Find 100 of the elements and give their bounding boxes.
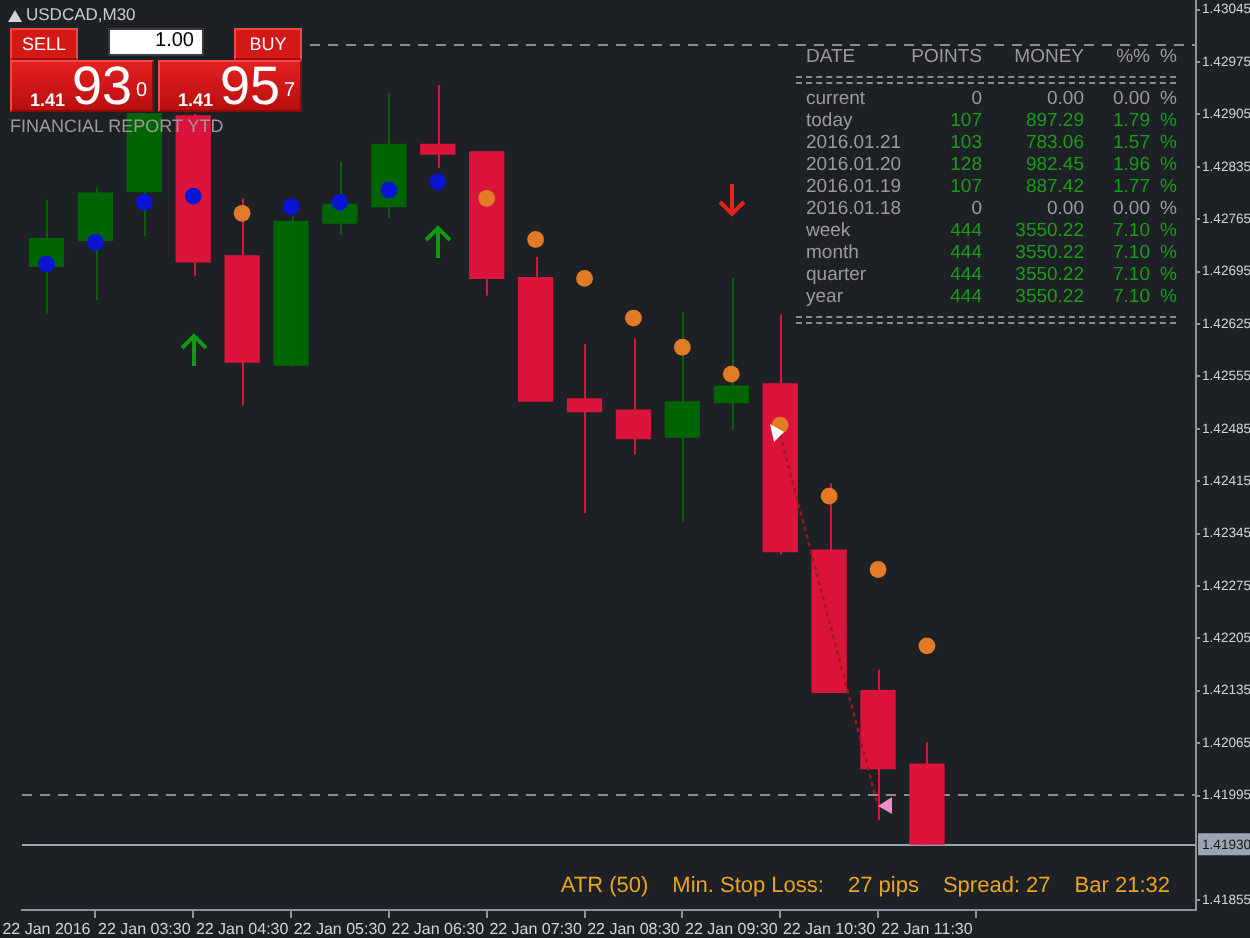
- data-label: 1.77: [1113, 176, 1150, 198]
- chart-title: USDCAD,M30: [26, 4, 136, 24]
- data-label: 887.42: [1025, 176, 1084, 198]
- data-label: %: [1160, 132, 1177, 154]
- price-box: 1.41 95$^{7}$: [158, 60, 302, 112]
- category-label: 2016.01.18: [806, 198, 902, 220]
- category-label: current: [806, 88, 866, 110]
- x-tick-label: 22 Jan 04:30: [195, 920, 290, 938]
- point: [331, 193, 349, 211]
- data-label: 107: [950, 176, 982, 198]
- annotation: 1.41: [30, 90, 66, 110]
- data-label: 1.79: [1113, 110, 1150, 132]
- data-label: 7.10: [1113, 242, 1150, 264]
- candlestick: [322, 160, 358, 236]
- data-label: 444: [950, 242, 982, 264]
- category-label: week: [806, 220, 851, 242]
- category-label: today: [806, 110, 853, 132]
- data-label: %: [1160, 110, 1177, 132]
- annotation: Spread: 27: [942, 872, 1051, 900]
- annotation: Min. Stop Loss:: [672, 872, 824, 900]
- data-label: %: [1160, 88, 1177, 110]
- category-label: month: [806, 242, 859, 264]
- point: [527, 231, 545, 248]
- data-label: 3550.22: [1015, 242, 1084, 264]
- data-label: 3550.22: [1015, 264, 1084, 286]
- category-label: 2016.01.19: [806, 176, 902, 198]
- x-tick-label: 22 Jan 03:30: [98, 920, 192, 938]
- point: [576, 269, 593, 287]
- data-label: %: [1160, 154, 1177, 176]
- candlestick: [566, 343, 603, 515]
- category-label: 2016.01.20: [806, 154, 902, 176]
- data-label: 103: [950, 132, 982, 154]
- text: POINTS: [911, 46, 982, 68]
- data-label: 128: [950, 154, 982, 176]
- data-label: 0: [971, 198, 982, 220]
- point: [380, 181, 398, 199]
- annotation: 93$^{0}$: [72, 56, 148, 116]
- data-label: 897.29: [1025, 110, 1084, 132]
- annotation: 27 pips: [847, 872, 919, 900]
- text: MONEY: [1014, 46, 1084, 68]
- sell-button: SELL: [10, 28, 78, 60]
- data-label: 7.10: [1113, 286, 1150, 308]
- point: [478, 189, 496, 207]
- point: [918, 637, 936, 655]
- annotation: 95$^{7}$: [220, 56, 296, 116]
- data-label: 0.00: [1113, 198, 1150, 220]
- candlestick: [420, 84, 456, 169]
- data-label: 783.06: [1025, 132, 1084, 154]
- data-label: 982.45: [1025, 154, 1084, 176]
- data-label: %: [1160, 176, 1177, 198]
- x-tick-label: 22 Jan 2016: [2, 920, 92, 938]
- data-label: %: [1160, 198, 1177, 220]
- data-label: 1.96: [1113, 154, 1150, 176]
- price-box: 1.41 93$^{0}$: [10, 60, 154, 112]
- category-label: year: [806, 286, 843, 308]
- category-label: quarter: [806, 264, 867, 286]
- point: [722, 365, 740, 383]
- candlestick: [615, 337, 652, 456]
- data-label: %: [1160, 286, 1177, 308]
- data-label: 0.00: [1113, 88, 1150, 110]
- data-label: %: [1160, 242, 1177, 264]
- data-label: 444: [950, 220, 982, 242]
- candlestick: [664, 311, 701, 523]
- data-label: 0: [971, 88, 982, 110]
- point: [38, 255, 55, 273]
- annotation: ATR (50): [560, 872, 649, 900]
- x-tick-label: 22 Jan 05:30: [293, 920, 388, 938]
- x-tick-label: 22 Jan 09:30: [685, 920, 779, 938]
- data-label: 444: [950, 264, 982, 286]
- point: [673, 338, 691, 356]
- category-label: 2016.01.21: [806, 132, 902, 154]
- point: [184, 187, 202, 205]
- point: [86, 234, 104, 251]
- x-tick-label: 22 Jan 06:30: [391, 920, 486, 938]
- annotation: Bar 21:32: [1074, 872, 1170, 900]
- text: DATE: [806, 46, 856, 68]
- x-tick-label: 22 Jan 11:30: [881, 920, 974, 938]
- annotation: 1.41: [178, 90, 214, 110]
- data-label: %: [1160, 264, 1177, 286]
- data-label: 7.10: [1113, 220, 1150, 242]
- x-tick-label: 22 Jan 07:30: [489, 920, 583, 938]
- data-label: %: [1160, 220, 1177, 242]
- data-label: 3550.22: [1015, 220, 1084, 242]
- data-label: 3550.22: [1015, 286, 1084, 308]
- candlestick: [713, 276, 749, 431]
- input-field: 1.00: [108, 28, 204, 56]
- x-tick-label: 22 Jan 08:30: [587, 920, 681, 938]
- point: [820, 487, 838, 505]
- buy-button: BUY: [234, 28, 302, 60]
- data-label: 1.57: [1113, 132, 1150, 154]
- point: [135, 193, 153, 211]
- x-tick-label: 22 Jan 10:30: [782, 920, 877, 938]
- data-label: 0.00: [1047, 198, 1084, 220]
- point: [869, 561, 887, 578]
- point: [429, 173, 447, 191]
- text: %: [1160, 46, 1177, 68]
- data-label: 7.10: [1113, 264, 1150, 286]
- point: [282, 198, 300, 215]
- data-label: 107: [950, 110, 982, 132]
- text: %%: [1116, 46, 1150, 68]
